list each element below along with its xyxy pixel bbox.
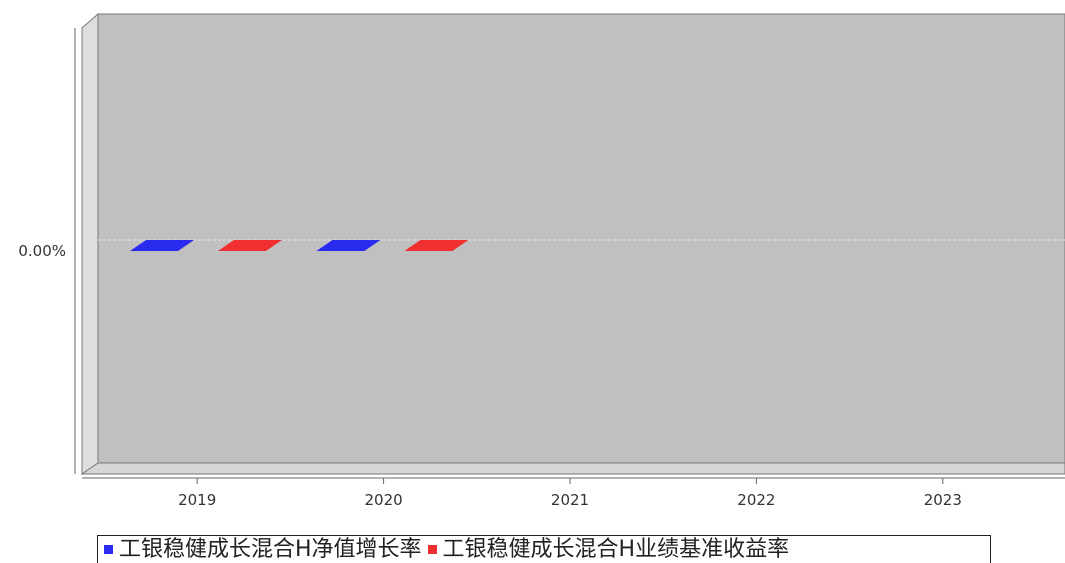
plot-background — [97, 13, 1065, 464]
bar-top — [130, 240, 194, 251]
chart-left-wall — [81, 12, 99, 475]
legend: 工银稳健成长混合H净值增长率 工银稳健成长混合H业绩基准收益率 — [97, 535, 991, 563]
legend-swatch — [104, 545, 113, 554]
x-tick-label: 2021 — [551, 491, 589, 509]
legend-item: 工银稳健成长混合H业绩基准收益率 — [427, 536, 790, 563]
chart-svg: 0.00% 2019 2020 2021 2022 2023 — [18, 12, 1065, 509]
x-tick-label: 2020 — [365, 491, 403, 509]
bar — [404, 240, 469, 251]
x-tick-label: 2019 — [178, 491, 216, 509]
legend-label: 工银稳健成长混合H业绩基准收益率 — [442, 536, 790, 562]
legend-swatch — [427, 545, 437, 554]
x-tick-label: 2023 — [924, 491, 962, 509]
x-tick-label: 2022 — [737, 491, 775, 509]
bar-top — [404, 240, 469, 251]
bar-top — [316, 240, 381, 251]
legend-label: 工银稳健成长混合H净值增长率 — [119, 536, 422, 562]
chart-floor — [80, 462, 1065, 475]
bar — [316, 240, 381, 251]
bar-top — [218, 240, 282, 251]
bar — [218, 240, 282, 251]
legend-item: 工银稳健成长混合H净值增长率 — [104, 537, 422, 563]
y-tick-label: 0.00% — [18, 242, 66, 260]
bar — [130, 240, 194, 251]
